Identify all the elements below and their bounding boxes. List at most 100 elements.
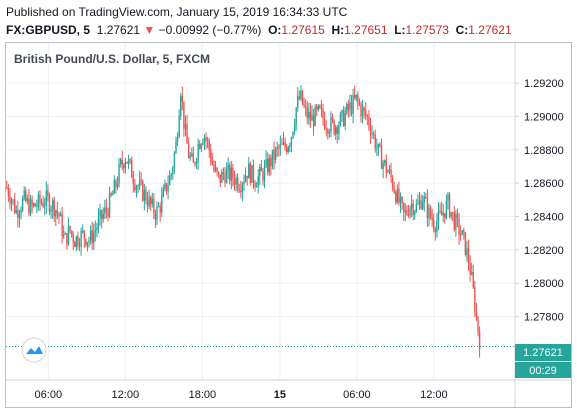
candle-body — [363, 107, 365, 111]
candle-body — [168, 175, 171, 185]
candle-body — [453, 212, 455, 230]
candle-body — [113, 180, 116, 194]
candle-body — [26, 198, 29, 202]
candle-body — [167, 184, 169, 192]
candlestick-chart[interactable]: 1.27800 1.28000 1.28200 1.28400 1.28600 1.288… — [6, 43, 571, 407]
candle-body — [300, 90, 302, 99]
candle-body — [274, 148, 277, 161]
candle-body — [368, 116, 370, 126]
candle-body — [29, 199, 32, 214]
candle-body — [236, 177, 239, 190]
candle-body — [75, 236, 78, 248]
candle-body — [472, 272, 474, 287]
y-tick-label: 1.28400 — [524, 212, 564, 224]
candle-body — [409, 207, 411, 216]
candle-body — [371, 133, 373, 135]
candle-body — [306, 107, 308, 119]
candle-body — [251, 165, 253, 183]
chart-frame[interactable]: 1.27800 1.28000 1.28200 1.28400 1.28600 1.288… — [5, 42, 572, 408]
candle-body — [81, 230, 84, 232]
chart-title: British Pound/U.S. Dollar, 5, FXCM — [14, 52, 210, 66]
candle-body — [36, 206, 38, 208]
published-caption: Published on TradingView.com, January 15… — [6, 5, 348, 19]
candle-body — [200, 144, 202, 149]
candle-body — [475, 311, 478, 317]
candle-body — [334, 127, 337, 134]
candle-body — [437, 210, 440, 222]
axes-layer: 1.27800 1.28000 1.28200 1.28400 1.28600 1.288… — [6, 43, 571, 407]
candle-body — [184, 124, 187, 129]
candle-body — [349, 102, 351, 110]
candle-body — [145, 189, 147, 201]
candle-body — [191, 153, 193, 156]
candle-body — [407, 213, 410, 216]
candle-body — [116, 183, 119, 187]
candle-body — [425, 196, 427, 199]
candle-body — [361, 107, 364, 117]
candle-body — [97, 217, 100, 228]
candle-body — [143, 189, 146, 201]
candle-body — [420, 200, 422, 209]
candle-body — [385, 160, 388, 173]
candle-body — [477, 316, 479, 333]
tradingview-logo-icon[interactable] — [21, 337, 47, 363]
chart-header: Published on TradingView.com, January 15… — [6, 4, 572, 38]
candle-body — [153, 198, 155, 214]
candle-body — [455, 214, 457, 230]
candle-body — [459, 234, 462, 236]
candle-body — [304, 106, 307, 108]
candle-body — [162, 189, 165, 197]
candle-body — [59, 214, 62, 217]
candle-body — [278, 147, 280, 149]
candle-body — [456, 214, 459, 219]
candles-layer — [6, 85, 481, 358]
candle-body — [297, 96, 299, 108]
candle-body — [461, 230, 463, 236]
candle-body — [399, 197, 402, 204]
candle-body — [428, 207, 430, 219]
candle-body — [292, 131, 294, 138]
candle-body — [18, 214, 21, 218]
candle-body — [203, 137, 206, 143]
candle-body — [448, 194, 451, 217]
candle-body — [327, 129, 329, 134]
candle-body — [181, 96, 184, 102]
candle-body — [23, 190, 25, 199]
candle-body — [463, 230, 465, 233]
candle-body — [322, 109, 324, 119]
candle-body — [311, 115, 313, 121]
candle-body — [74, 242, 76, 248]
candle-body — [249, 163, 252, 183]
candle-body — [189, 155, 191, 159]
x-tick-label: 06:00 — [35, 389, 63, 401]
open-value: 1.27615 — [281, 23, 325, 37]
symbol-label: FX:GBPUSD, 5 — [6, 23, 91, 37]
candle-body — [44, 205, 46, 207]
candle-body — [376, 147, 378, 149]
candle-body — [444, 213, 446, 218]
candle-body — [445, 200, 448, 218]
candle-body — [178, 115, 180, 138]
candle-body — [88, 240, 90, 243]
candle-body — [377, 143, 380, 148]
candle-body — [148, 196, 150, 207]
candle-body — [323, 118, 326, 129]
candle-body — [289, 145, 291, 148]
candle-body — [415, 204, 418, 212]
low-value: 1.27573 — [405, 23, 449, 37]
candle-body — [469, 263, 471, 275]
candle-body — [276, 147, 278, 149]
candle-body — [418, 200, 421, 204]
candle-body — [401, 197, 403, 203]
candle-body — [268, 157, 270, 173]
candle-body — [357, 94, 359, 102]
candle-body — [206, 140, 209, 142]
candle-body — [96, 227, 98, 231]
candle-body — [238, 189, 240, 191]
candle-body — [365, 110, 367, 117]
candle-body — [358, 101, 361, 105]
candle-body — [240, 190, 242, 192]
y-tick-label: 1.27800 — [524, 312, 564, 324]
candle-body — [295, 107, 297, 125]
candle-body — [248, 163, 250, 179]
